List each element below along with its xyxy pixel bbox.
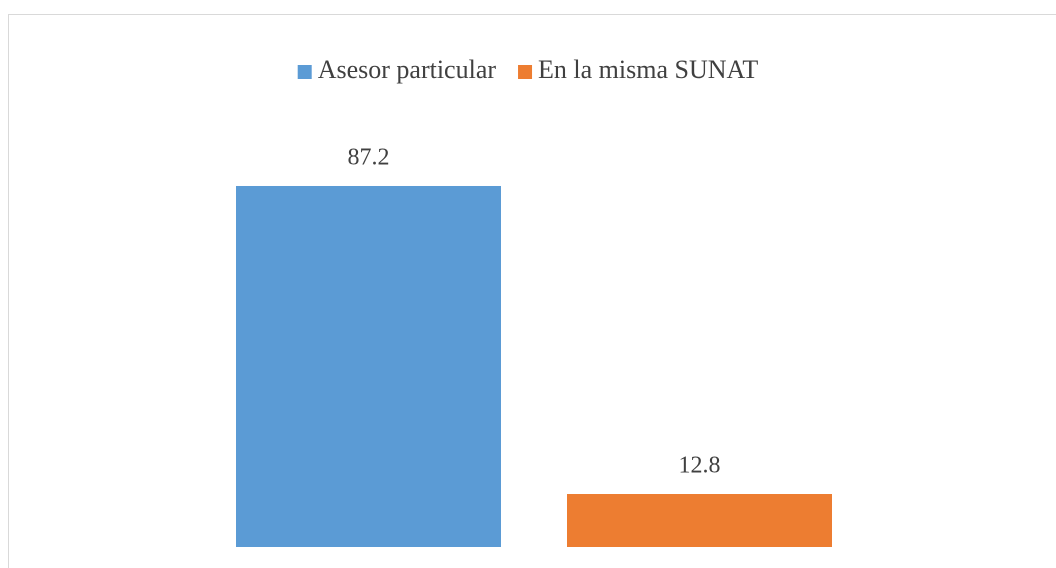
chart-frame <box>8 14 1056 568</box>
data-label: 87.2 <box>348 144 390 170</box>
legend-label: Asesor particular <box>318 55 497 84</box>
bar <box>236 185 501 547</box>
legend-swatch <box>297 65 312 79</box>
legend-swatch <box>518 65 533 79</box>
bar <box>567 494 832 547</box>
data-label: 12.8 <box>679 453 721 479</box>
legend-label: En la misma SUNAT <box>538 55 758 84</box>
